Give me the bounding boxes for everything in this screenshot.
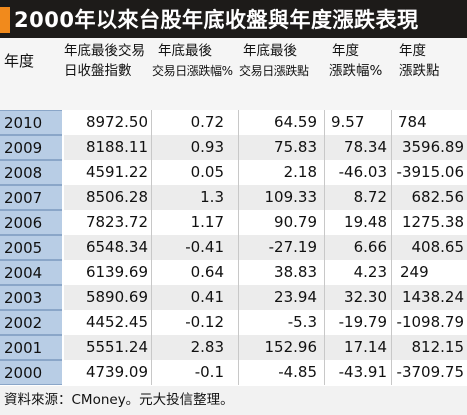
header-year: 年度	[4, 52, 35, 70]
header-close: 年底最後交易 日收盤指數	[64, 43, 145, 79]
last-pct-cell: 1.17	[190, 213, 224, 231]
header-year-pts: 年度 漲跌點	[399, 43, 440, 79]
last-pts-cell: 23.94	[274, 288, 317, 306]
table-row: 2010 8972.50 0.72 64.59 9.57 784	[0, 110, 467, 135]
last-pts-cell: 152.96	[264, 338, 318, 356]
year-pct-cell: 9.57	[331, 113, 365, 131]
last-pts-cell: 2.18	[283, 163, 317, 181]
year-pts-cell: 3596.89	[401, 138, 464, 156]
year-pts-cell: 1438.24	[401, 288, 464, 306]
year-pts-cell: 249	[400, 263, 429, 281]
year-pct-cell: -19.79	[338, 313, 387, 331]
last-pct-cell: 0.72	[190, 113, 224, 131]
close-cell: 6139.69	[85, 263, 148, 281]
table-row: 2003 5890.69 0.41 23.94 32.30 1438.24	[0, 285, 467, 310]
column-divider	[391, 110, 392, 385]
table-row: 2000 4739.09 -0.1 -4.85 -43.91 -3709.75	[0, 360, 467, 385]
last-pts-cell: 90.79	[274, 213, 317, 231]
close-cell: 4452.45	[85, 313, 148, 331]
year-pts-cell: -1098.79	[396, 313, 464, 331]
title-accent-mark	[0, 7, 10, 33]
close-cell: 8188.11	[85, 138, 148, 156]
table-row: 2006 7823.72 1.17 90.79 19.48 1275.38	[0, 210, 467, 235]
header-last-pts: 年底最後 交易日漲跌點	[239, 43, 309, 78]
page-title: 2000年以來台股年底收盤與年度漲跌表現	[14, 8, 419, 32]
year-pct-cell: 19.48	[344, 213, 387, 231]
year-pts-cell: 784	[398, 113, 427, 131]
close-cell: 5551.24	[85, 338, 148, 356]
year-cell: 2000	[0, 360, 62, 385]
last-pts-cell: -4.85	[278, 363, 317, 381]
year-cell: 2009	[0, 135, 62, 160]
table-row: 2005 6548.34 -0.41 -27.19 6.66 408.65	[0, 235, 467, 260]
last-pct-cell: -0.12	[185, 313, 224, 331]
last-pct-cell: 2.83	[190, 338, 224, 356]
table-row: 2009 8188.11 0.93 75.83 78.34 3596.89	[0, 135, 467, 160]
year-pct-cell: 78.34	[344, 138, 387, 156]
year-pts-cell: 682.56	[411, 188, 465, 206]
column-divider	[238, 110, 239, 385]
year-cell: 2001	[0, 335, 62, 360]
year-pts-cell: 812.15	[411, 338, 465, 356]
close-cell: 4739.09	[85, 363, 148, 381]
column-divider	[151, 110, 152, 385]
year-pct-cell: -46.03	[338, 163, 387, 181]
last-pts-cell: 38.83	[274, 263, 317, 281]
close-cell: 5890.69	[85, 288, 148, 306]
year-cell: 2002	[0, 310, 62, 335]
table-row: 2002 4452.45 -0.12 -5.3 -19.79 -1098.79	[0, 310, 467, 335]
last-pct-cell: 1.3	[200, 188, 224, 206]
year-cell: 2007	[0, 185, 62, 210]
last-pct-cell: 0.41	[190, 288, 224, 306]
table-row: 2004 6139.69 0.64 38.83 4.23 249	[0, 260, 467, 285]
year-pct-cell: -43.91	[338, 363, 387, 381]
table-header: 年度 年底最後交易 日收盤指數 年底最後 交易日漲跌幅% 年底最後 交易日漲跌點…	[0, 38, 467, 110]
last-pts-cell: 75.83	[274, 138, 317, 156]
column-divider	[324, 110, 325, 385]
close-cell: 8506.28	[85, 188, 148, 206]
year-cell: 2010	[0, 110, 62, 135]
header-year-pct: 年度 漲跌幅%	[329, 43, 383, 79]
last-pts-cell: 109.33	[264, 188, 318, 206]
year-pts-cell: -3709.75	[396, 363, 464, 381]
close-cell: 8972.50	[85, 113, 148, 131]
year-pct-cell: 4.23	[353, 263, 387, 281]
source-note: 資料來源：CMoney。元大投信整理。	[0, 386, 467, 415]
last-pts-cell: -27.19	[268, 238, 317, 256]
last-pct-cell: 0.93	[190, 138, 224, 156]
year-cell: 2008	[0, 160, 62, 185]
year-pts-cell: -3915.06	[396, 163, 464, 181]
close-cell: 6548.34	[85, 238, 148, 256]
last-pct-cell: -0.1	[194, 363, 224, 381]
year-cell: 2005	[0, 235, 62, 260]
year-pct-cell: 8.72	[353, 188, 387, 206]
table-row: 2008 4591.22 0.05 2.18 -46.03 -3915.06	[0, 160, 467, 185]
last-pct-cell: 0.64	[190, 263, 224, 281]
year-pts-cell: 408.65	[411, 238, 465, 256]
last-pts-cell: 64.59	[274, 113, 317, 131]
close-cell: 4591.22	[85, 163, 148, 181]
header-last-pct: 年底最後 交易日漲跌幅%	[152, 43, 233, 78]
last-pts-cell: -5.3	[287, 313, 317, 331]
last-pct-cell: 0.05	[190, 163, 224, 181]
year-pts-cell: 1275.38	[401, 213, 464, 231]
year-pct-cell: 6.66	[353, 238, 387, 256]
table-row: 2007 8506.28 1.3 109.33 8.72 682.56	[0, 185, 467, 210]
year-pct-cell: 32.30	[344, 288, 387, 306]
year-cell: 2003	[0, 285, 62, 310]
last-pct-cell: -0.41	[185, 238, 224, 256]
close-cell: 7823.72	[85, 213, 148, 231]
title-bar: 2000年以來台股年底收盤與年度漲跌表現	[0, 0, 467, 38]
year-cell: 2006	[0, 210, 62, 235]
table-row: 2001 5551.24 2.83 152.96 17.14 812.15	[0, 335, 467, 360]
year-pct-cell: 17.14	[344, 338, 387, 356]
year-cell: 2004	[0, 260, 62, 285]
